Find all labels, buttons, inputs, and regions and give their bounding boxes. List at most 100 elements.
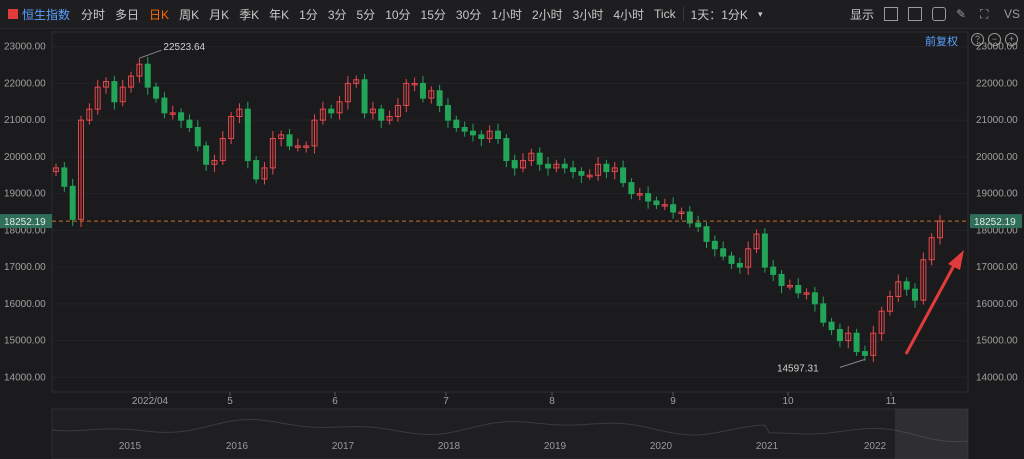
candle-body[interactable] [478,134,485,140]
candle-body[interactable] [186,119,193,129]
candle-body[interactable] [103,81,110,88]
candle-body[interactable] [428,90,435,99]
candle-body[interactable] [836,329,843,342]
tab-timeframe[interactable]: 2小时 [531,7,563,22]
candle-body[interactable] [536,152,543,165]
candle-body[interactable] [761,233,768,268]
candle-body[interactable] [686,211,693,224]
tab-timeframe[interactable]: 季K [239,7,260,22]
candle-body[interactable] [511,160,518,169]
candle-body[interactable] [703,226,710,242]
candle-body[interactable] [369,108,376,114]
candle-body[interactable] [86,108,93,121]
candle-body[interactable] [486,130,493,140]
candle-body[interactable] [311,119,318,147]
candle-body[interactable] [895,281,902,297]
tab-timeframe[interactable]: 分时 [81,7,106,22]
candle-body[interactable] [728,255,735,264]
candle-body[interactable] [128,75,135,88]
tab-timeframe[interactable]: 多日 [115,7,140,22]
candle-body[interactable] [453,119,460,129]
candle-body[interactable] [469,130,476,136]
candle-body[interactable] [269,138,276,169]
navigator-panel[interactable] [51,408,969,459]
candle-body[interactable] [403,82,410,106]
candle-body[interactable] [144,63,151,88]
candle-body[interactable] [886,295,893,312]
candle-body[interactable] [620,167,627,184]
candle-body[interactable] [528,152,535,162]
candle-body[interactable] [253,160,260,180]
candle-body[interactable] [937,220,943,239]
candle-body[interactable] [336,101,343,114]
zoom-in-icon[interactable]: + [1005,33,1018,46]
candle-body[interactable] [386,115,393,121]
candle-body[interactable] [903,281,910,290]
candle-body[interactable] [795,284,802,294]
candle-body[interactable] [53,167,59,173]
candle-body[interactable] [611,167,618,173]
candle-body[interactable] [720,248,727,257]
candle-body[interactable] [219,138,226,162]
candle-body[interactable] [828,321,835,331]
candle-body[interactable] [461,127,468,132]
candle-body[interactable] [928,237,935,261]
tab-timeframe[interactable]: 日K [149,7,170,22]
help-icon[interactable]: ? [971,33,984,46]
camera-icon[interactable] [931,7,946,21]
adjust-mode-label[interactable]: 前复权 [925,36,958,48]
tab-timeframe[interactable]: 30分 [455,7,482,22]
candle-body[interactable] [661,204,668,207]
candle-body[interactable] [586,174,593,178]
candle-body[interactable] [436,90,443,106]
candle-body[interactable] [78,119,85,220]
candle-body[interactable] [61,167,68,187]
candle-body[interactable] [211,160,218,165]
candle-body[interactable] [69,185,76,220]
tab-timeframe[interactable]: 3分 [327,7,347,22]
vs-button[interactable]: VS [1003,7,1020,21]
candle-body[interactable] [294,145,301,148]
candle-body[interactable] [303,145,310,148]
candle-body[interactable] [878,310,885,334]
tab-timeframe[interactable]: 年K [269,7,290,22]
tab-timeframe[interactable]: Tick [654,7,676,21]
tab-timeframe[interactable]: 1小时 [491,7,522,22]
candle-body[interactable] [553,163,560,169]
tab-timeframe[interactable]: 周K [179,7,200,22]
candle-body[interactable] [811,292,818,305]
square-icon[interactable] [907,7,922,21]
candle-body[interactable] [520,160,527,169]
candle-body[interactable] [595,163,602,176]
candle-body[interactable] [344,82,351,103]
candle-body[interactable] [361,79,368,114]
chevron-down-icon[interactable]: ▾ [757,8,763,19]
candle-body[interactable] [920,259,927,301]
candle-body[interactable] [645,193,652,202]
candle-body[interactable] [236,108,243,117]
candle-body[interactable] [503,138,510,162]
candle-body[interactable] [870,332,877,356]
candle-body[interactable] [419,82,426,99]
candle-body[interactable] [911,288,918,301]
candle-body[interactable] [319,108,326,121]
tab-timeframe[interactable]: 4小时 [613,7,645,22]
tab-timeframe[interactable]: 3小时 [572,7,604,22]
candle-body[interactable] [578,171,585,176]
candle-body[interactable] [194,127,201,147]
tab-timeframe[interactable]: 1分 [299,7,318,22]
tab-timeframe[interactable]: 10分 [385,7,411,22]
candle-body[interactable] [845,332,852,342]
pencil-icon[interactable]: ✎ [955,7,967,21]
candle-body[interactable] [786,284,793,288]
candle-body[interactable] [378,108,385,121]
candle-body[interactable] [394,104,401,117]
candle-body[interactable] [278,134,285,140]
candle-body[interactable] [411,82,418,86]
candle-body[interactable] [545,163,552,169]
candle-body[interactable] [678,211,685,214]
candle-body[interactable] [711,240,718,250]
candle-body[interactable] [670,204,677,213]
tab-timeframe[interactable]: 15分 [420,7,446,22]
candle-body[interactable] [561,163,568,169]
